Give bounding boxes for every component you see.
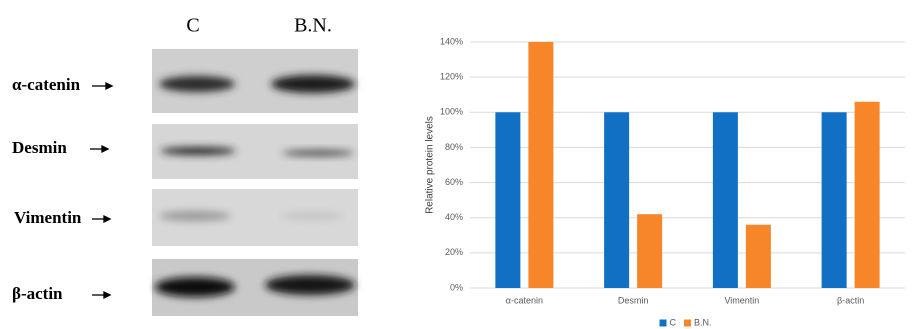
bar bbox=[604, 112, 629, 288]
band bbox=[280, 212, 344, 220]
band bbox=[160, 147, 236, 155]
row-label: α-catenin bbox=[12, 75, 81, 94]
y-axis-title: Relative protein levels bbox=[425, 116, 436, 214]
bar bbox=[713, 112, 738, 288]
y-tick-label: 20% bbox=[445, 247, 463, 257]
row-label: Desmin bbox=[12, 138, 67, 157]
y-tick-label: 120% bbox=[440, 72, 463, 82]
y-tick-label: 0% bbox=[450, 282, 463, 292]
bar bbox=[855, 102, 880, 288]
column-label: B.N. bbox=[294, 15, 332, 37]
bar bbox=[495, 112, 520, 288]
row-label: Vimentin bbox=[14, 208, 82, 227]
bar bbox=[822, 112, 847, 288]
band bbox=[159, 211, 231, 221]
bar bbox=[637, 214, 662, 288]
arrows bbox=[90, 83, 112, 298]
y-tick-label: 60% bbox=[445, 177, 463, 187]
y-tick-label: 100% bbox=[440, 107, 463, 117]
bar bbox=[746, 225, 771, 288]
y-tick-label: 140% bbox=[440, 36, 463, 46]
blot: C B.N. α-catenin Desmin Vimentin β-actin bbox=[12, 15, 358, 316]
band bbox=[271, 75, 355, 93]
y-tick-label: 40% bbox=[445, 212, 463, 222]
x-tick-label: Desmin bbox=[618, 295, 649, 305]
x-tick-label: β-actin bbox=[837, 295, 864, 305]
legend-label: C bbox=[670, 317, 677, 327]
x-tick-label: α-catenin bbox=[506, 295, 543, 305]
band bbox=[159, 76, 235, 92]
figure: C B.N. α-catenin Desmin Vimentin β-actin… bbox=[0, 0, 912, 329]
x-tick-label: Vimentin bbox=[724, 295, 759, 305]
legend-label: B.N. bbox=[694, 317, 712, 327]
y-tick-label: 80% bbox=[445, 142, 463, 152]
column-label: C bbox=[186, 15, 199, 37]
band bbox=[265, 275, 355, 295]
legend-swatch bbox=[660, 320, 667, 327]
band bbox=[155, 277, 235, 297]
row-label: β-actin bbox=[12, 284, 63, 303]
legend-swatch bbox=[684, 320, 691, 327]
chart: 0% 20% 40% 60% 80% 100% 120% 140% α-catenin Desmi… bbox=[440, 36, 905, 327]
band bbox=[282, 150, 354, 156]
bar bbox=[528, 42, 553, 288]
